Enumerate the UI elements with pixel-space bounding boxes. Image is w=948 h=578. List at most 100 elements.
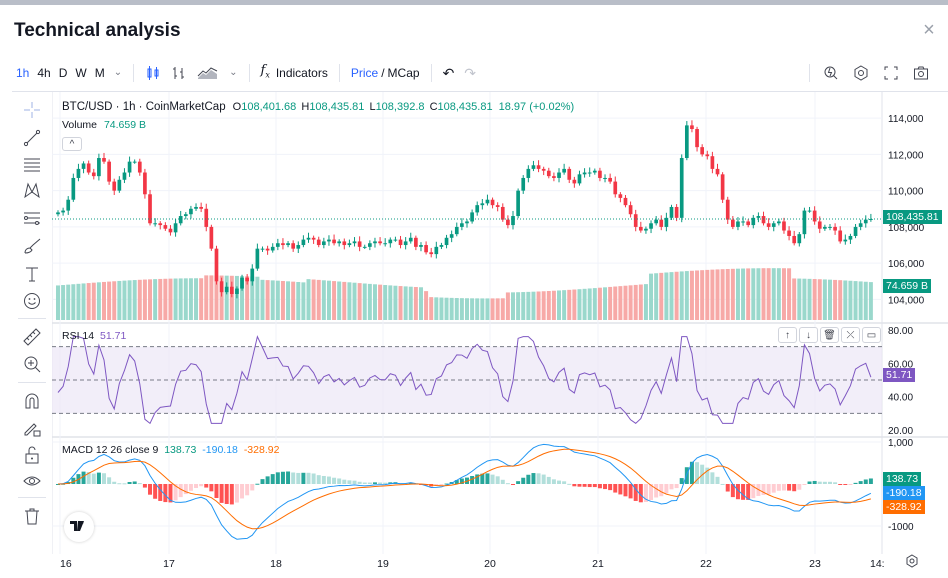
settings-button[interactable] [846,61,876,85]
volume-bar [536,291,541,320]
undo-button[interactable]: ↶ [442,65,455,81]
volume-bar [163,278,168,320]
volume-bar [812,279,817,320]
timeframe-1h[interactable]: 1h [16,66,30,80]
indicators-button[interactable]: fx Indicators [256,61,333,85]
candles-chart-button[interactable] [140,61,166,85]
macd-histogram-bar [454,480,459,484]
volume-bar [362,283,367,320]
volume-bar [827,279,832,320]
candle-body [102,158,106,162]
macd-histogram-bar [669,484,674,490]
emoji-tool[interactable] [20,289,44,313]
candle-body [275,243,280,247]
macd-histogram-bar [567,483,572,485]
lock-drawings-tool[interactable] [20,416,44,440]
collapse-legend-button[interactable]: ^ [62,137,82,151]
crosshair-tool[interactable] [20,98,44,122]
timeframe-w[interactable]: W [75,66,87,80]
candle-body [362,246,367,248]
zoom-in-tool[interactable] [20,352,44,376]
move-pane-down-button[interactable]: ↓ [799,327,818,343]
volume-bar [603,287,608,320]
candle-body [311,237,316,240]
macd-histogram-bar [383,482,388,484]
crosshair-icon [24,102,40,118]
volume-bar [102,281,107,320]
macd-histogram-bar [761,484,766,496]
volume-bar [771,268,776,320]
macd-histogram-bar [286,471,291,484]
rsi-legend: RSI 14 51.71 [62,330,126,342]
volume-bar [781,268,786,320]
chart-canvas[interactable]: 114,000 112,000 110,000 108,000 106,000 104,0… [52,92,948,578]
macd-histogram-bar [526,474,531,484]
candle-body [214,248,219,282]
brush-tool[interactable] [20,234,44,258]
macd-histogram-bar [311,473,316,484]
macd-histogram-bar [807,481,812,484]
candle-body [296,245,301,249]
fullscreen-button[interactable] [876,61,906,85]
timeframe-4h[interactable]: 4h [37,66,51,80]
volume-bar [332,281,337,320]
chart-type-more-button[interactable]: ⌄ [229,67,238,78]
hide-drawings-tool[interactable] [20,469,44,493]
candle-body [173,223,178,233]
volume-bar [577,289,582,320]
bars-chart-button[interactable] [166,61,192,85]
tradingview-logo[interactable] [64,512,94,542]
volume-bar [255,276,260,320]
candle-body [511,216,515,226]
mcap-option[interactable]: MCap [387,66,420,80]
macd-histogram-bar [664,484,669,494]
delete-pane-button[interactable]: 🗑 [820,327,839,343]
price-option[interactable]: Price [350,66,379,80]
candle-body [71,177,76,200]
prediction-tool[interactable] [20,206,44,230]
macd-histogram-bar [275,472,280,484]
toolbar-divider [430,64,432,82]
pattern-tool[interactable] [20,178,44,202]
remove-drawings-tool[interactable] [20,504,44,528]
fib-tool[interactable] [20,152,44,176]
text-tool[interactable] [20,262,44,286]
candle-body [613,181,618,195]
volume-bar [96,282,101,320]
macd-histogram-bar [684,467,689,484]
volume-bar [817,279,822,320]
axis-settings-button[interactable] [904,553,920,569]
magnet-tool[interactable] [20,389,44,413]
snapshot-button[interactable] [906,61,936,85]
price-tick-label: 106,000 [888,259,925,270]
candle-body [654,219,658,224]
macd-histogram-bar [388,482,393,484]
trend-line-tool[interactable] [20,126,44,150]
candle-body [736,221,740,227]
macd-histogram-bar [158,484,163,501]
open-label: O [232,101,242,113]
macd-histogram-bar [291,472,296,484]
maximize-pane-button[interactable]: ▭ [862,327,881,343]
redo-button[interactable]: ↷ [464,65,477,81]
volume-bar [705,269,710,320]
close-button[interactable]: × [923,19,935,41]
timeframe-m[interactable]: M [94,66,105,80]
collapse-pane-button[interactable]: ⤫ [841,327,860,343]
measure-tool[interactable] [20,325,44,349]
move-pane-up-button[interactable]: ↑ [778,327,797,343]
timeframe-more-button[interactable]: ⌄ [113,67,123,78]
timeframe-d[interactable]: D [58,66,68,80]
volume-bar [700,270,705,320]
volume-bar [275,280,280,320]
volume-bar [802,278,807,320]
candle-body [194,206,198,209]
quick-search-button[interactable] [816,61,846,85]
volume-bar [485,298,490,320]
price-mcap-toggle[interactable]: Price / MCap [346,61,425,85]
volume-bar [418,287,423,320]
candle-body [710,156,715,169]
macd-histogram-bar [551,479,556,484]
area-chart-button[interactable] [192,61,224,85]
lock-all-tool[interactable] [20,443,44,467]
